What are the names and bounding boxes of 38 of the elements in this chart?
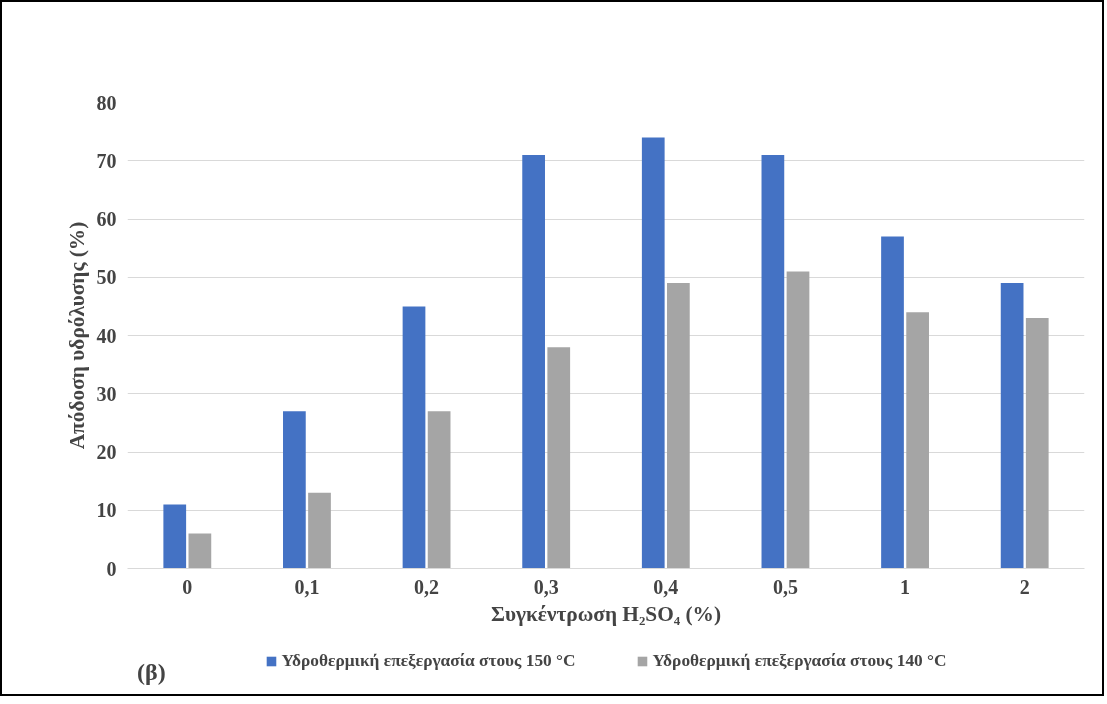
y-tick-label: 80	[96, 91, 117, 114]
bar	[188, 533, 212, 569]
bar	[641, 137, 665, 569]
x-tick-label: 1	[900, 575, 911, 598]
bar	[163, 504, 187, 569]
x-tick-label: 0,4	[653, 575, 679, 598]
bar	[1000, 283, 1024, 569]
y-tick-label: 40	[96, 324, 117, 347]
bar	[786, 271, 810, 569]
bar	[881, 236, 904, 569]
bar	[283, 411, 306, 569]
bar	[402, 306, 426, 569]
x-tick-label: 0,1	[294, 575, 320, 598]
x-tick-label: 0	[182, 575, 193, 598]
y-axis-title: Απόδοση υδρόλυσης (%)	[64, 221, 89, 450]
y-tick-label: 30	[96, 382, 117, 405]
x-tick-label: 0,5	[772, 575, 798, 598]
bar	[308, 492, 331, 569]
y-tick-label: 20	[96, 441, 117, 463]
y-tick-label: 50	[96, 266, 117, 289]
bar	[906, 312, 929, 569]
y-tick-label: 60	[96, 208, 117, 230]
y-tick-label: 70	[96, 149, 117, 172]
x-axis-title: Συγκέντρωση H₂SO₄ (%)	[490, 601, 722, 626]
x-tick-label: 2	[1019, 575, 1030, 598]
bar	[547, 347, 571, 569]
bar	[1025, 318, 1049, 569]
bar	[761, 154, 785, 569]
bar	[427, 411, 451, 569]
x-tick-label: 0,3	[533, 575, 559, 598]
bar	[667, 283, 690, 569]
text: (β)	[137, 658, 166, 685]
bar	[522, 154, 545, 569]
legend-label: Υδροθερμική επεξεργασία στους 140 °C	[652, 651, 947, 671]
x-tick-label: 0,2	[414, 575, 440, 598]
y-tick-label: 10	[96, 499, 117, 522]
y-tick-label: 0	[106, 557, 117, 580]
legend-label: Υδροθερμική επεξεργασία στους 150 °C	[281, 651, 576, 671]
